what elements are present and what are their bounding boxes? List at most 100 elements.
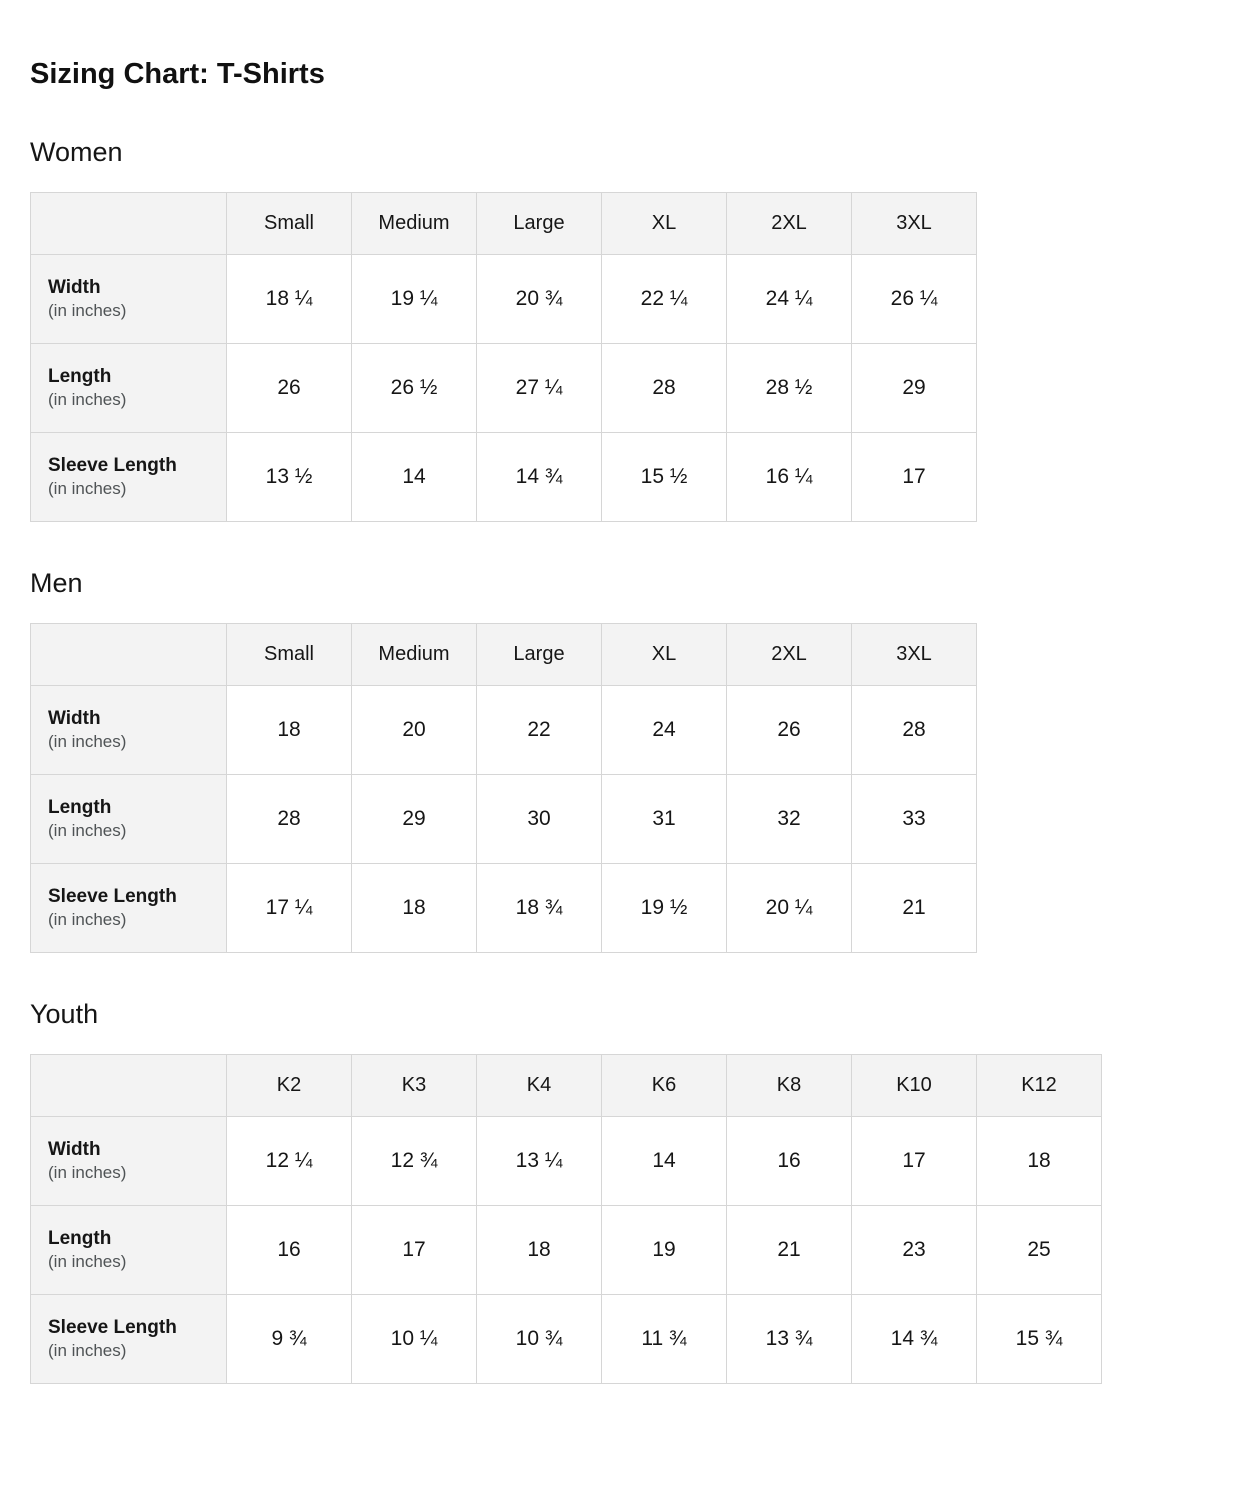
size-value-cell: 24	[601, 685, 727, 775]
size-value-cell: 29	[351, 774, 477, 864]
row-label-cell: Sleeve Length (in inches)	[30, 863, 227, 953]
size-section-youth: Youth K2 K3 K4 K6 K8 K10 K12 Width (in inches) 1…	[30, 999, 1220, 1384]
row-sublabel: (in inches)	[48, 1252, 127, 1272]
column-header: Small	[226, 623, 352, 686]
row-label-cell: Width (in inches)	[30, 254, 227, 344]
header-row: Small Medium Large XL 2XL 3XL	[30, 623, 977, 686]
column-header: K3	[351, 1054, 477, 1117]
row-label: Width	[48, 1138, 101, 1160]
size-value-cell: 26 ½	[351, 343, 477, 433]
table-row: Width (in inches) 18 ¼ 19 ¼ 20 ¾ 22 ¼ 24 ¼ 26 ¼	[30, 254, 977, 344]
size-value-cell: 11 ¾	[601, 1294, 727, 1384]
row-label: Length	[48, 796, 112, 818]
table-row: Sleeve Length (in inches) 17 ¼ 18 18 ¾ 19 ½ 20…	[30, 863, 977, 953]
table-row: Sleeve Length (in inches) 9 ¾ 10 ¼ 10 ¾ 11 ¾ 1…	[30, 1294, 1102, 1384]
table-row: Sleeve Length (in inches) 13 ½ 14 14 ¾ 15 ½ 16…	[30, 432, 977, 522]
size-value-cell: 14 ¾	[476, 432, 602, 522]
row-label: Sleeve Length	[48, 454, 177, 476]
size-value-cell: 16 ¼	[726, 432, 852, 522]
row-label-cell: Width (in inches)	[30, 1116, 227, 1206]
size-value-cell: 19	[601, 1205, 727, 1295]
size-value-cell: 19 ½	[601, 863, 727, 953]
size-value-cell: 21	[726, 1205, 852, 1295]
row-label: Length	[48, 1227, 112, 1249]
size-value-cell: 12 ¾	[351, 1116, 477, 1206]
size-value-cell: 28 ½	[726, 343, 852, 433]
column-header: Large	[476, 192, 602, 255]
size-value-cell: 24 ¼	[726, 254, 852, 344]
row-label: Width	[48, 276, 101, 298]
column-header: XL	[601, 623, 727, 686]
corner-cell	[30, 1054, 227, 1117]
size-value-cell: 21	[851, 863, 977, 953]
size-value-cell: 10 ¾	[476, 1294, 602, 1384]
size-value-cell: 18	[351, 863, 477, 953]
size-value-cell: 20	[351, 685, 477, 775]
corner-cell	[30, 192, 227, 255]
size-value-cell: 20 ¾	[476, 254, 602, 344]
column-header: Small	[226, 192, 352, 255]
size-value-cell: 10 ¼	[351, 1294, 477, 1384]
column-header: K8	[726, 1054, 852, 1117]
row-sublabel: (in inches)	[48, 821, 127, 841]
size-value-cell: 31	[601, 774, 727, 864]
size-value-cell: 13 ¼	[476, 1116, 602, 1206]
size-value-cell: 18 ¼	[226, 254, 352, 344]
column-header: 3XL	[851, 192, 977, 255]
header-row: Small Medium Large XL 2XL 3XL	[30, 192, 977, 255]
size-value-cell: 27 ¼	[476, 343, 602, 433]
corner-cell	[30, 623, 227, 686]
size-value-cell: 18	[976, 1116, 1102, 1206]
column-header: K6	[601, 1054, 727, 1117]
column-header: K2	[226, 1054, 352, 1117]
row-label-cell: Length (in inches)	[30, 1205, 227, 1295]
row-sublabel: (in inches)	[48, 732, 127, 752]
size-value-cell: 28	[226, 774, 352, 864]
row-label: Sleeve Length	[48, 1316, 177, 1338]
table-row: Width (in inches) 12 ¼ 12 ¾ 13 ¼ 14 16 17 18	[30, 1116, 1102, 1206]
size-value-cell: 26	[226, 343, 352, 433]
page-title: Sizing Chart: T-Shirts	[30, 58, 325, 90]
column-header: Medium	[351, 623, 477, 686]
size-value-cell: 17	[851, 1116, 977, 1206]
row-sublabel: (in inches)	[48, 1163, 127, 1183]
size-value-cell: 19 ¼	[351, 254, 477, 344]
column-header: 3XL	[851, 623, 977, 686]
column-header: 2XL	[726, 192, 852, 255]
table-body: Width (in inches) 18 ¼ 19 ¼ 20 ¾ 22 ¼ 24 ¼ 26 ¼…	[30, 254, 977, 522]
size-value-cell: 14 ¾	[851, 1294, 977, 1384]
size-value-cell: 23	[851, 1205, 977, 1295]
header-row: K2 K3 K4 K6 K8 K10 K12	[30, 1054, 1102, 1117]
size-value-cell: 17	[351, 1205, 477, 1295]
size-value-cell: 17	[851, 432, 977, 522]
size-value-cell: 28	[601, 343, 727, 433]
size-table: K2 K3 K4 K6 K8 K10 K12 Width (in inches) 12 ¼ 12 …	[30, 1054, 1102, 1384]
size-value-cell: 26	[726, 685, 852, 775]
size-value-cell: 29	[851, 343, 977, 433]
row-sublabel: (in inches)	[48, 390, 127, 410]
size-value-cell: 28	[851, 685, 977, 775]
section-heading: Men	[30, 568, 83, 598]
size-value-cell: 13 ½	[226, 432, 352, 522]
table-body: Width (in inches) 18 20 22 24 26 28 Length (in in…	[30, 685, 977, 953]
size-value-cell: 14	[601, 1116, 727, 1206]
size-value-cell: 9 ¾	[226, 1294, 352, 1384]
section-heading: Women	[30, 137, 123, 167]
size-value-cell: 15 ½	[601, 432, 727, 522]
table-row: Length (in inches) 26 26 ½ 27 ¼ 28 28 ½ 29	[30, 343, 977, 433]
size-value-cell: 16	[726, 1116, 852, 1206]
table-row: Width (in inches) 18 20 22 24 26 28	[30, 685, 977, 775]
column-header: Large	[476, 623, 602, 686]
row-label-cell: Width (in inches)	[30, 685, 227, 775]
size-value-cell: 18	[476, 1205, 602, 1295]
size-value-cell: 12 ¼	[226, 1116, 352, 1206]
row-label: Sleeve Length	[48, 885, 177, 907]
size-value-cell: 14	[351, 432, 477, 522]
row-sublabel: (in inches)	[48, 1341, 127, 1361]
column-header: XL	[601, 192, 727, 255]
size-value-cell: 32	[726, 774, 852, 864]
table-row: Length (in inches) 28 29 30 31 32 33	[30, 774, 977, 864]
table-row: Length (in inches) 16 17 18 19 21 23 25	[30, 1205, 1102, 1295]
row-sublabel: (in inches)	[48, 301, 127, 321]
